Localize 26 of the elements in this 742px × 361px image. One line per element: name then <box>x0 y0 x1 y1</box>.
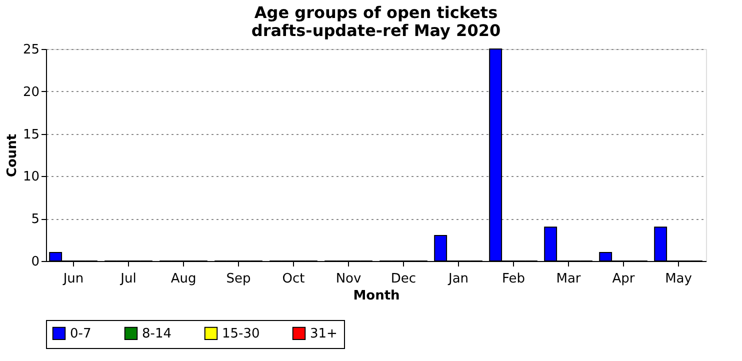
x-tick-label: Aug <box>170 272 196 286</box>
x-tick-label: Jul <box>120 272 136 286</box>
x-tick-label: Oct <box>282 272 305 286</box>
x-tick-label: Dec <box>390 272 416 286</box>
legend-label: 15-30 <box>222 326 260 342</box>
legend-label: 8-14 <box>142 326 172 342</box>
y-tick-label: 10 <box>22 170 40 185</box>
text: Age groups of open tickets <box>254 3 498 22</box>
x-tick-label: Jun <box>62 272 84 286</box>
x-tick-label: May <box>665 272 692 286</box>
x-tick-label: Apr <box>612 272 636 286</box>
x-tick-label: Jan <box>447 272 469 286</box>
y-tick-label: 15 <box>22 127 40 142</box>
y-tick-label: 5 <box>31 212 40 228</box>
y-axis-title: Count <box>4 134 20 178</box>
text: drafts-update-ref May 2020 <box>251 21 501 40</box>
x-tick-label: Mar <box>556 272 582 286</box>
legend-label: 0-7 <box>70 326 92 342</box>
y-tick-label: 20 <box>22 84 40 100</box>
x-tick-label: Sep <box>226 272 251 286</box>
legend-label: 31+ <box>310 326 338 342</box>
y-tick-label: 25 <box>22 42 40 58</box>
x-tick-label: Feb <box>502 272 526 286</box>
x-axis-title: Month <box>353 288 400 304</box>
y-tick-label: 0 <box>31 254 40 270</box>
x-tick-label: Nov <box>336 272 362 286</box>
